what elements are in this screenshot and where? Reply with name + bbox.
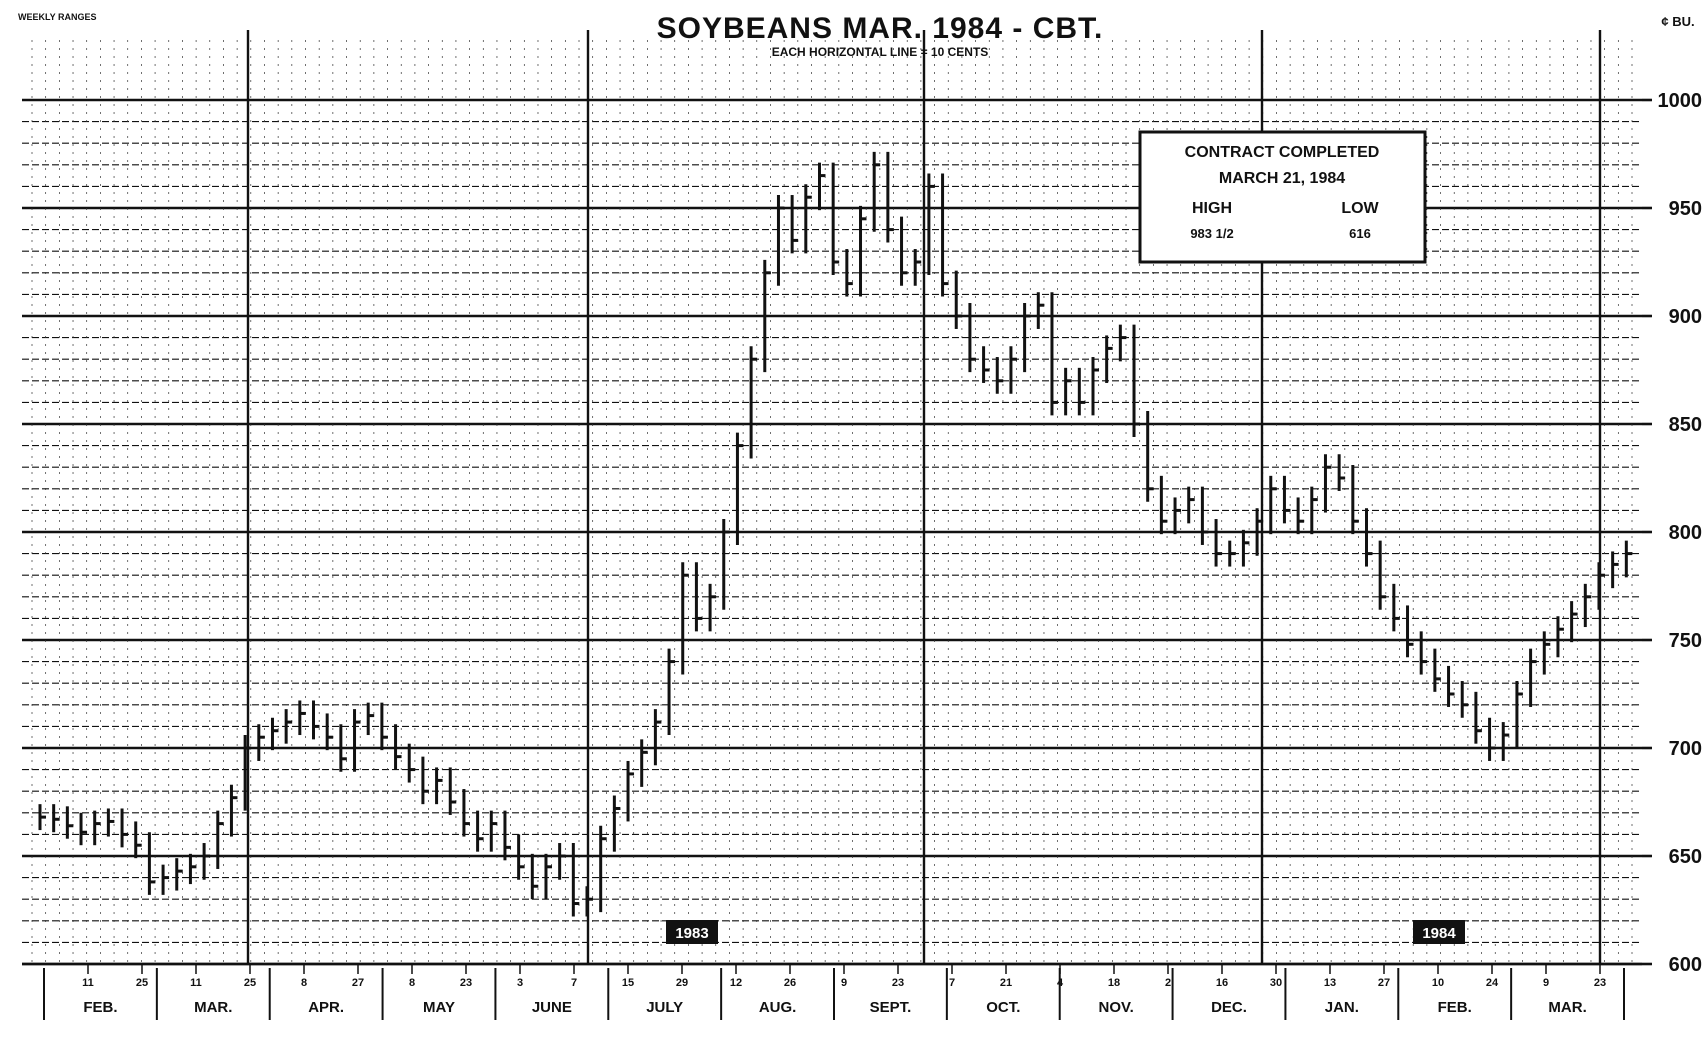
x-day-label: 25 [244, 977, 256, 989]
x-day-label: 21 [1000, 977, 1012, 989]
y-axis: 1000 950 900 850 800 750 700 650 600 [1642, 90, 1702, 976]
x-day-label: 8 [409, 977, 415, 989]
x-day-label: 7 [949, 977, 955, 989]
contract-annotation-box: CONTRACT COMPLETED MARCH 21, 1984 HIGH L… [1138, 130, 1427, 264]
x-day-label: 25 [136, 977, 148, 989]
y-tick-label: 800 [1669, 522, 1702, 544]
x-day-label: 23 [460, 977, 472, 989]
x-day-label: 30 [1270, 977, 1282, 989]
x-day-label: 9 [1543, 977, 1549, 989]
x-month-label: MAR. [194, 999, 232, 1016]
x-day-label: 9 [841, 977, 847, 989]
y-tick-label: 1000 [1658, 90, 1703, 112]
chart-title: SOYBEANS MAR. 1984 - CBT. [657, 12, 1104, 45]
y-tick-label: 600 [1669, 954, 1702, 976]
x-month-label: JUNE [532, 999, 572, 1016]
year-label-1984-bg [1413, 920, 1465, 944]
x-month-label: MAR. [1548, 999, 1586, 1016]
y-tick-label: 950 [1669, 198, 1702, 220]
x-month-label: APR. [308, 999, 344, 1016]
x-month-label: DEC. [1211, 999, 1247, 1016]
x-month-label: SEPT. [870, 999, 912, 1016]
x-day-label: 11 [82, 977, 94, 989]
annotation-high-value: 983 1/2 [1190, 226, 1233, 241]
annotation-border [1138, 130, 1427, 264]
x-month-label: OCT. [986, 999, 1020, 1016]
year-label-1983: 1983 [666, 920, 718, 944]
price-bars [38, 151, 1633, 917]
year-label-1983-text: 1983 [675, 925, 708, 942]
x-day-label: 8 [301, 977, 307, 989]
x-month-label: JULY [646, 999, 683, 1016]
x-day-label: 12 [730, 977, 742, 989]
y-tick-label: 900 [1669, 306, 1702, 328]
x-month-label: FEB. [1438, 999, 1472, 1016]
annotation-low-value: 616 [1349, 226, 1371, 241]
annotation-line1: CONTRACT COMPLETED [1185, 144, 1380, 161]
corner-label: WEEKLY RANGES [18, 12, 97, 22]
x-day-label: 27 [352, 977, 364, 989]
x-day-label: 26 [784, 977, 796, 989]
x-day-label: 23 [892, 977, 904, 989]
x-day-label: 3 [517, 977, 523, 989]
x-day-label: 16 [1216, 977, 1228, 989]
year-label-1984: 1984 [1413, 920, 1465, 944]
x-month-label: FEB. [83, 999, 117, 1016]
x-day-label: 23 [1594, 977, 1606, 989]
x-day-label: 2 [1165, 977, 1171, 989]
x-month-label: NOV. [1098, 999, 1133, 1016]
x-month-label: AUG. [759, 999, 797, 1016]
x-day-label: 27 [1378, 977, 1390, 989]
x-axis: 1125112582782337152912269237214182163013… [22, 962, 1642, 1020]
x-day-label: 11 [190, 977, 202, 989]
year-label-1983-bg [666, 920, 718, 944]
y-tick-label: 650 [1669, 846, 1702, 868]
x-day-label: 7 [571, 977, 577, 989]
x-day-label: 24 [1486, 977, 1499, 989]
x-month-label: MAY [423, 999, 455, 1016]
x-day-label: 15 [622, 977, 634, 989]
x-day-label: 29 [676, 977, 688, 989]
y-tick-label: 850 [1669, 414, 1702, 436]
y-tick-label: 700 [1669, 738, 1702, 760]
x-day-label: 10 [1432, 977, 1444, 989]
y-unit-label: ¢ BU. [1661, 14, 1694, 29]
x-day-label: 13 [1324, 977, 1336, 989]
annotation-low-label: LOW [1341, 200, 1379, 217]
year-label-1984-text: 1984 [1422, 925, 1456, 942]
y-tick-label: 750 [1669, 630, 1702, 652]
annotation-high-label: HIGH [1192, 200, 1232, 217]
x-month-label: JAN. [1325, 999, 1359, 1016]
annotation-line2: MARCH 21, 1984 [1219, 170, 1345, 187]
chart-subtitle: EACH HORIZONTAL LINE = 10 CENTS [772, 45, 989, 59]
x-day-label: 18 [1108, 977, 1120, 989]
